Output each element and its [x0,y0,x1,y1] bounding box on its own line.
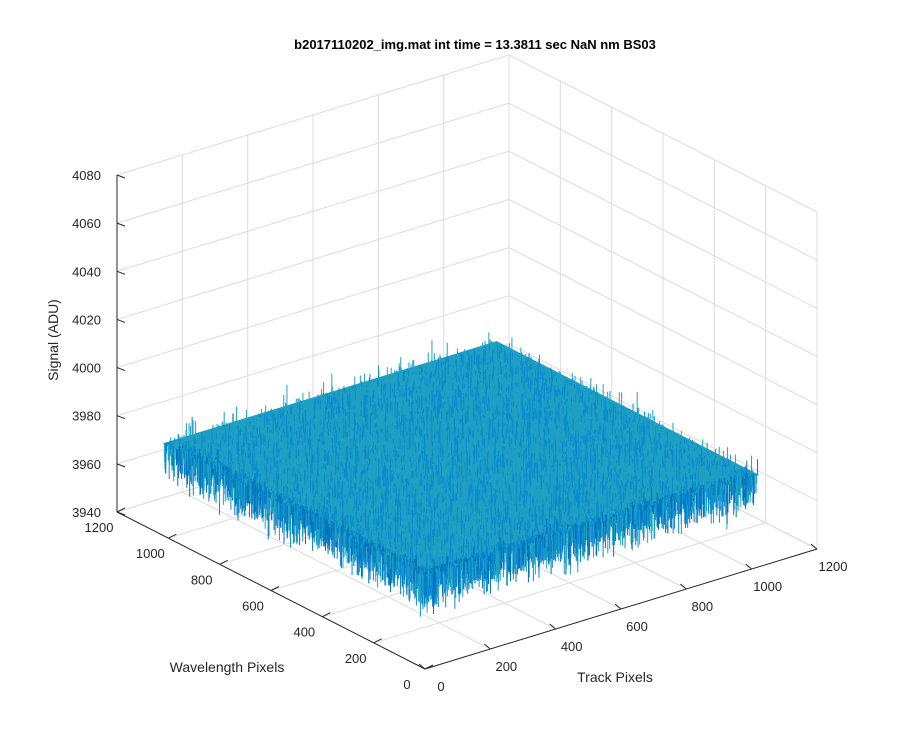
side-wall-grid-line [508,102,818,261]
side-wall-grid-line [508,295,818,454]
back-wall-grid-line [116,247,510,369]
floor-grid-line [373,522,766,644]
side-wall-grid-line [508,247,818,406]
back-wall-grid-line [116,198,510,320]
side-wall-grid-line [508,150,818,309]
side-wall-grid-line [508,54,818,213]
surface [162,332,760,617]
back-wall-grid-line [116,295,510,417]
side-wall-grid-line [508,198,818,357]
side-wall-grid-line [508,343,818,502]
back-wall-grid-line [116,150,510,272]
back-wall-grid-line [116,102,510,224]
back-wall-grid-line [116,54,510,176]
